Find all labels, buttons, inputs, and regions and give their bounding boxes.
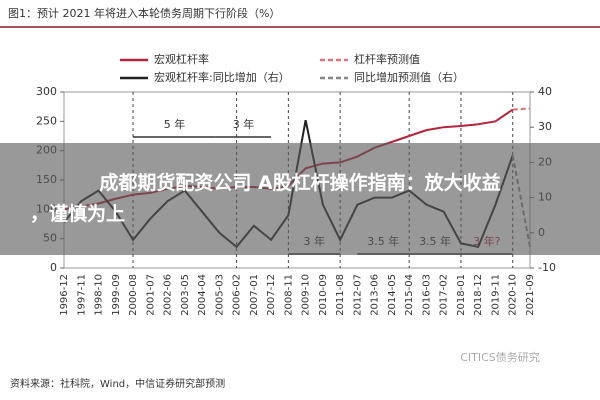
y-tick-label: 0 <box>50 261 57 274</box>
x-tick-label: 2012-07 <box>352 274 363 316</box>
annotation: 5 年 <box>164 117 186 131</box>
x-tick-label: 2018-01 <box>456 274 467 316</box>
y2-tick-label: 30 <box>538 120 552 133</box>
legend-label: 宏观杠杆率 <box>154 52 209 66</box>
x-tick-label: 1997-11 <box>76 274 87 316</box>
x-tick-label: 2017-02 <box>439 274 450 316</box>
x-tick-label: 2010-09 <box>318 274 329 316</box>
x-tick-label: 2007-12 <box>266 274 277 316</box>
overlay-band <box>0 143 600 255</box>
x-tick-label: 2014-05 <box>387 274 398 316</box>
legend-label: 杠杆率预测值 <box>354 52 420 66</box>
x-tick-label: 2005-03 <box>214 274 225 316</box>
x-tick-label: 2021-09 <box>525 274 536 316</box>
x-tick-label: 2013-06 <box>370 274 381 316</box>
y-tick-label: 300 <box>36 85 57 98</box>
watermark: CITICS债务研究 <box>460 350 540 364</box>
y2-tick-label: -10 <box>538 261 556 274</box>
x-tick-label: 1999-09 <box>111 274 122 316</box>
series-line <box>512 107 531 111</box>
legend-label: 同比增加预测值（右） <box>354 70 464 84</box>
x-tick-label: 2008-11 <box>283 274 294 316</box>
annotation: 3 年 <box>233 117 255 131</box>
x-tick-label: 2020-10 <box>508 274 519 316</box>
source: 资料来源：社科院，Wind，中信证券研究部预测 <box>10 377 225 390</box>
x-tick-label: 2002-06 <box>163 274 174 316</box>
chart-title: 图1：预计 2021 年将进入本轮债务周期下行阶段（%） <box>8 6 280 20</box>
overlay-text: 成都期货配资公司 A股杠杆操作指南：放大收益，谨慎为上 <box>30 171 501 225</box>
y-tick-label: 250 <box>36 114 57 127</box>
x-tick-label: 1996-12 <box>59 274 70 316</box>
x-tick-label: 1998-10 <box>94 274 105 316</box>
x-tick-label: 2007-01 <box>249 274 260 316</box>
x-tick-label: 2011-08 <box>335 274 346 316</box>
x-tick-label: 2015-04 <box>404 274 415 316</box>
x-tick-label: 2000-08 <box>128 274 139 316</box>
x-tick-label: 2004-04 <box>197 274 208 316</box>
x-tick-label: 2009-10 <box>301 274 312 316</box>
x-tick-label: 2001-07 <box>145 274 156 316</box>
legend-label: 宏观杠杆率:同比增加（右） <box>154 70 290 84</box>
x-tick-label: 2019-11 <box>490 274 501 316</box>
x-tick-label: 2018-12 <box>473 274 484 316</box>
x-tick-label: 2016-03 <box>421 274 432 316</box>
x-tick-label: 2006-02 <box>232 274 243 316</box>
y2-tick-label: 40 <box>538 85 552 98</box>
x-tick-label: 2003-05 <box>180 274 191 316</box>
